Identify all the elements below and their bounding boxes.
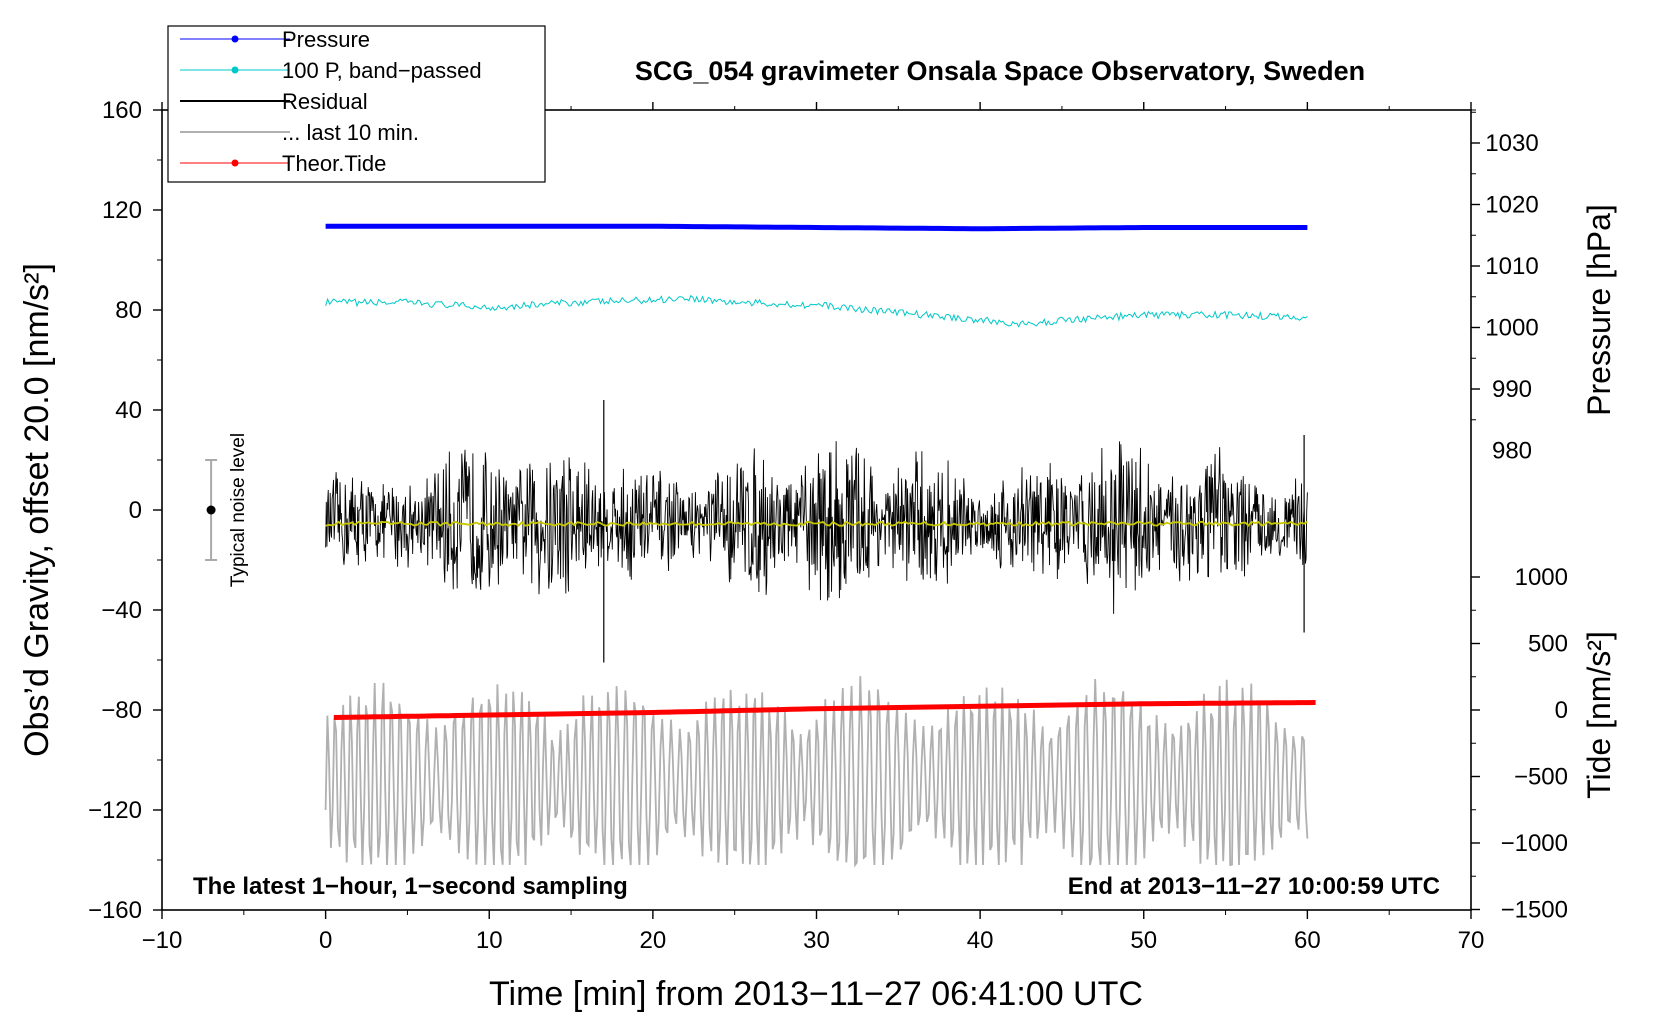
series-layer (205, 223, 1316, 868)
y-tick-label: 160 (102, 97, 142, 124)
legend-item-last10: ... last 10 min. (180, 120, 419, 145)
tide-tick-label: −1000 (1501, 830, 1568, 857)
series-residual (325, 441, 1308, 614)
x-tick-label: 50 (1130, 927, 1157, 954)
legend-marker-pressure (231, 35, 239, 43)
legend-item-residual: Residual (180, 89, 368, 114)
legend-item-pressure: Pressure (180, 27, 370, 52)
y-tick-label: 40 (115, 397, 142, 424)
x-tick-label: 0 (319, 927, 332, 954)
x-tick-label: 60 (1294, 927, 1321, 954)
series-residual-mean (325, 520, 1308, 527)
y-tick-label: −80 (101, 697, 142, 724)
pressure-tick-label: 1000 (1485, 315, 1538, 342)
pressure-tick-label: 1030 (1485, 130, 1538, 157)
pressure-tick-label: 1010 (1485, 253, 1538, 280)
annotation-bottom-left: The latest 1−hour, 1−second sampling (193, 873, 628, 900)
legend-label-pressure: Pressure (282, 27, 370, 52)
legend-label-residual: Residual (282, 89, 368, 114)
tide-tick-label: −500 (1514, 764, 1568, 791)
legend-box (167, 25, 546, 183)
y-tick-label: 0 (129, 497, 142, 524)
series-theor-tide (333, 700, 1316, 720)
legend-marker-bandpassed (231, 66, 239, 74)
x-tick-label: 40 (967, 927, 994, 954)
series-last10min (324, 676, 1309, 868)
pressure-tick-label: 1020 (1485, 192, 1538, 219)
x-axis-label: Time [min] from 2013−11−27 06:41:00 UTC (489, 975, 1143, 1013)
noise-bar-center (206, 505, 216, 515)
series-pressure (325, 223, 1308, 232)
x-tick-label: 70 (1458, 927, 1485, 954)
y-tick-label: 120 (102, 197, 142, 224)
y-axis-label-pressure: Pressure [hPa] (1581, 204, 1617, 416)
y-axis-label-tide: Tide [nm/s²] (1581, 631, 1617, 799)
pressure-tick-label: 990 (1492, 376, 1532, 403)
y-tick-label: −40 (101, 597, 142, 624)
x-tick-label: 10 (476, 927, 503, 954)
y-tick-label: 80 (115, 297, 142, 324)
x-tick-label: 30 (803, 927, 830, 954)
x-tick-label: 20 (640, 927, 667, 954)
legend-item-tide: Theor.Tide (180, 151, 386, 176)
legend-label-last10: ... last 10 min. (282, 120, 419, 145)
legend-label-tide: Theor.Tide (282, 151, 386, 176)
tide-tick-label: 500 (1528, 631, 1568, 658)
axes-layer: −10 0 10 20 30 40 50 60 7016012080400−40−80−120−… (88, 97, 1568, 954)
legend-label-bandpassed: 100 P, band−passed (282, 58, 482, 83)
y-tick-label: −120 (88, 797, 142, 824)
y-axis-label-left: Obs’d Gravity, offset 20.0 [nm/s²] (18, 263, 56, 757)
tide-tick-label: 0 (1555, 697, 1568, 724)
legend-marker-tide (231, 159, 239, 167)
y-tick-label: −160 (88, 897, 142, 924)
tide-tick-label: 1000 (1515, 564, 1568, 591)
legend: Pressure 100 P, band−passed Residual ...… (167, 25, 546, 183)
legend-item-bandpassed: 100 P, band−passed (180, 58, 482, 83)
series-bandpassed (325, 294, 1308, 328)
pressure-tick-label: 980 (1492, 438, 1532, 465)
x-tick-label: −10 (142, 927, 183, 954)
chart-title: SCG_054 gravimeter Onsala Space Observat… (635, 56, 1365, 86)
annotation-bottom-right: End at 2013−11−27 10:00:59 UTC (1068, 873, 1440, 900)
tide-tick-label: −1500 (1501, 897, 1568, 924)
noise-level-label: Typical noise level (228, 433, 249, 587)
